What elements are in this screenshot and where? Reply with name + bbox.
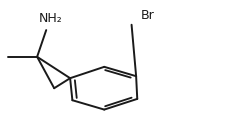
Text: NH₂: NH₂: [39, 12, 63, 25]
Text: Br: Br: [141, 9, 154, 22]
